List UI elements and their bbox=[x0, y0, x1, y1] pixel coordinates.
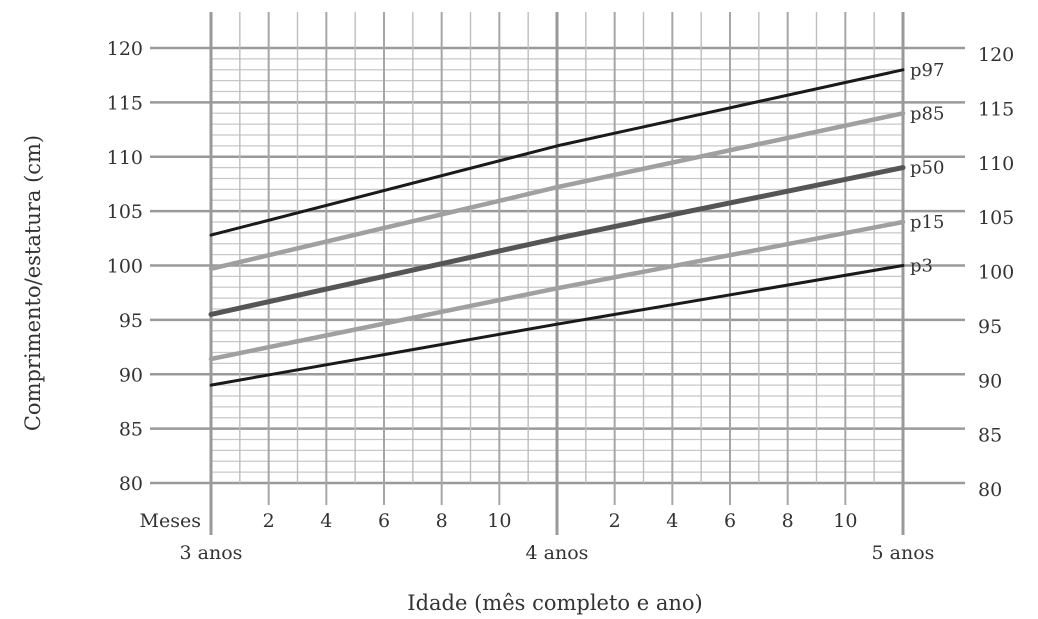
series-line-p3 bbox=[209, 264, 905, 387]
series-label-p97: p97 bbox=[910, 60, 944, 81]
y-tick-label-left: 90 bbox=[119, 364, 143, 386]
x-month-tick-label: 6 bbox=[724, 510, 736, 532]
y-tick-label-left: 100 bbox=[107, 256, 143, 278]
y-tick-label-right: 80 bbox=[978, 479, 1002, 501]
series-label-p50: p50 bbox=[910, 158, 944, 179]
series-label-p85: p85 bbox=[910, 103, 944, 124]
y-tick-label-left: 105 bbox=[107, 201, 143, 223]
x-month-tick-label: 10 bbox=[487, 510, 511, 532]
series-line-p50 bbox=[208, 165, 906, 317]
series-line-p85 bbox=[208, 111, 906, 272]
axis-text: p3 p15 p50 p85 p97 80 80 85 85 90 90 95 95 100 100 105 1… bbox=[107, 38, 1015, 564]
y-tick-label-left: 85 bbox=[119, 419, 143, 441]
series-label-p15: p15 bbox=[910, 212, 944, 233]
y-tick-label-left: 95 bbox=[119, 310, 143, 332]
x-month-tick-label: 2 bbox=[609, 510, 621, 532]
x-year-label: 5 anos bbox=[872, 542, 935, 564]
y-tick-label-right: 120 bbox=[978, 44, 1014, 66]
y-tick-label-left: 115 bbox=[107, 92, 143, 114]
y-tick-label-right: 105 bbox=[978, 207, 1014, 229]
series-lines bbox=[208, 68, 906, 387]
x-year-label: 4 anos bbox=[526, 542, 589, 564]
series-label-p3: p3 bbox=[910, 256, 933, 277]
series-line-p15 bbox=[208, 219, 906, 362]
x-month-tick-label: 8 bbox=[436, 510, 448, 532]
x-month-tick-label: 10 bbox=[833, 510, 857, 532]
x-month-tick-label: 6 bbox=[378, 510, 390, 532]
x-month-tick-label: 4 bbox=[666, 510, 678, 532]
y-axis-title: Comprimento/estatura (cm) bbox=[21, 135, 45, 431]
x-axis-title: Idade (mês completo e ano) bbox=[407, 591, 702, 615]
y-tick-label-right: 115 bbox=[978, 98, 1014, 120]
grid bbox=[150, 12, 965, 535]
y-tick-label-left: 80 bbox=[119, 473, 143, 495]
y-tick-label-right: 90 bbox=[978, 370, 1002, 392]
y-tick-label-left: 120 bbox=[107, 38, 143, 60]
x-month-tick-label: 8 bbox=[782, 510, 794, 532]
series-line-p97 bbox=[209, 68, 905, 237]
y-tick-label-left: 110 bbox=[107, 147, 143, 169]
y-tick-label-right: 100 bbox=[978, 262, 1014, 284]
y-tick-label-right: 85 bbox=[978, 425, 1002, 447]
x-month-tick-label: 4 bbox=[320, 510, 332, 532]
y-tick-label-right: 110 bbox=[978, 153, 1014, 175]
x-year-label: 3 anos bbox=[180, 542, 243, 564]
x-month-tick-label: 2 bbox=[263, 510, 275, 532]
y-tick-label-right: 95 bbox=[978, 316, 1002, 338]
x-unit-label: Meses bbox=[140, 510, 201, 532]
